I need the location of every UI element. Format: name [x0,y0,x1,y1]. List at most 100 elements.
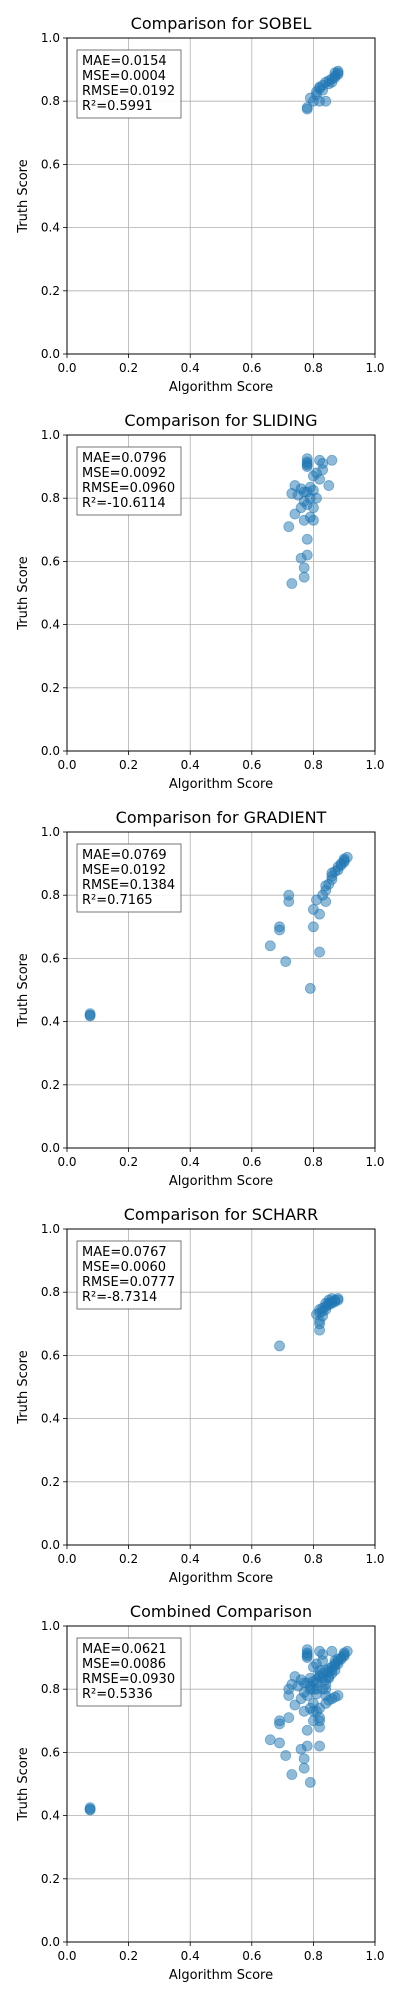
x-axis-label: Algorithm Score [169,1571,273,1586]
stats-text: R²=0.7165 [82,893,153,908]
scatter-point [289,1671,301,1682]
stats-text: MAE=0.0767 [82,1245,167,1260]
stats-text: RMSE=0.0192 [82,84,175,99]
stats-text: MSE=0.0192 [82,863,166,878]
scatter-point [274,921,285,933]
x-tick-label: 0.6 [242,1949,261,1963]
stats-text: RMSE=0.0777 [82,1275,175,1290]
scatter-point [280,956,292,967]
scatter-point [307,1698,319,1709]
x-tick-label: 0.2 [119,361,138,375]
scatter-point [314,1645,325,1657]
y-tick-label: 0.2 [41,1872,60,1886]
scatter-point [320,95,332,107]
y-tick-label: 1.0 [41,1222,60,1236]
stats-text: R²=-8.7314 [82,1290,157,1305]
scatter-point [307,502,319,514]
scatter-point [326,454,338,466]
scatter-point [326,1645,338,1657]
x-axis-label: Algorithm Score [169,380,273,395]
scatter-point [301,453,313,465]
scatter-point [323,480,335,491]
y-tick-label: 0.6 [41,1745,60,1759]
x-tick-label: 0.6 [242,361,261,375]
x-tick-label: 0.0 [57,758,76,772]
scatter-point [307,904,319,915]
y-tick-label: 0.0 [41,1935,60,1949]
scatter-point [332,1653,344,1665]
scatter-point [301,549,313,561]
x-axis-label: Algorithm Score [169,1968,273,1983]
scatter-point [274,1737,285,1749]
scatter-point [341,1645,353,1657]
x-tick-label: 0.4 [181,1155,200,1169]
scatter-point [301,533,313,545]
stats-text: RMSE=0.0960 [82,481,175,496]
x-tick-label: 1.0 [365,758,384,772]
x-tick-label: 0.4 [181,758,200,772]
scatter-point [332,67,344,79]
stats-box [76,49,182,119]
stats-text: MSE=0.0086 [82,1657,166,1672]
y-tick-label: 0.8 [41,491,60,505]
x-tick-label: 0.0 [57,1552,76,1566]
y-tick-label: 0.4 [41,618,60,632]
stats-text: MAE=0.0154 [82,54,167,69]
y-axis-label: Truth Score [16,1350,31,1425]
y-tick-label: 0.0 [41,347,60,361]
y-axis-label: Truth Score [16,953,31,1028]
chart-panel: Comparison for SCHARR 0.0 0.2 0.4 0.6 0.8 1.0 0… [16,1205,385,1586]
stats-text: MSE=0.0092 [82,466,166,481]
y-tick-label: 1.0 [41,31,60,45]
scatter-point [298,1762,310,1774]
x-tick-label: 0.8 [304,361,323,375]
y-tick-label: 0.8 [41,94,60,108]
x-tick-label: 0.6 [242,1552,261,1566]
x-tick-label: 0.0 [57,361,76,375]
chart-panel: Comparison for GRADIENT 0.0 0.2 0.4 0.6 0.8 1.… [16,808,385,1189]
plot-frame [66,37,376,355]
x-tick-label: 0.6 [242,1155,261,1169]
plot-frame [66,1228,376,1546]
x-tick-label: 0.2 [119,1552,138,1566]
scatter-point [314,1304,325,1315]
x-tick-label: 0.4 [181,1552,200,1566]
chart-title: Comparison for SCHARR [124,1205,319,1224]
scatter-point [298,1753,310,1765]
scatter-point [304,511,316,523]
y-tick-label: 0.0 [41,1538,60,1552]
scatter-point [314,946,325,958]
stats-box [76,446,182,516]
x-tick-label: 1.0 [365,1949,384,1963]
scatter-point [314,454,325,466]
y-tick-label: 1.0 [41,825,60,839]
x-tick-label: 1.0 [365,1155,384,1169]
scatter-point [304,1672,316,1684]
stats-text: RMSE=0.0930 [82,1672,175,1687]
scatter-point [304,481,316,493]
scatter-point [84,1010,96,1022]
x-tick-label: 0.4 [181,1949,200,1963]
y-tick-label: 0.2 [41,1078,60,1092]
y-tick-label: 0.6 [41,1348,60,1362]
chart-title: Combined Comparison [130,1602,312,1621]
scatter-point [329,1664,341,1676]
y-tick-label: 0.8 [41,888,60,902]
stats-text: R²=0.5991 [82,99,153,114]
y-axis-label: Truth Score [16,159,31,234]
scatter-point [314,1740,325,1752]
y-axis-label: Truth Score [16,556,31,631]
x-tick-label: 0.2 [119,1155,138,1169]
stats-text: R²=0.5336 [82,1687,153,1702]
scatter-point [280,1750,292,1761]
scatter-point [286,578,298,589]
x-axis-label: Algorithm Score [169,777,273,792]
y-tick-label: 0.4 [41,1015,60,1029]
scatter-point [283,889,295,901]
scatter-point [341,851,353,863]
scatter-point [301,1644,313,1656]
x-tick-label: 0.0 [57,1949,76,1963]
y-tick-label: 0.6 [41,157,60,171]
x-tick-label: 0.2 [119,1949,138,1963]
